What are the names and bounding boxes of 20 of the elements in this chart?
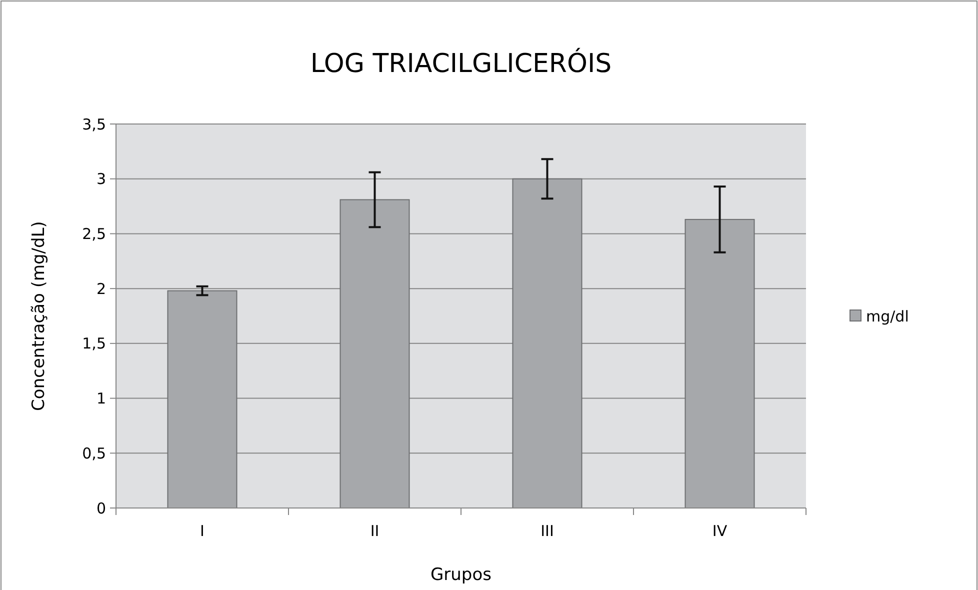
y-tick-label: 1 [96, 390, 106, 408]
y-tick-label: 1,5 [82, 334, 106, 353]
y-axis-title: Concentração (mg/dL) [29, 221, 49, 411]
bar [340, 199, 410, 508]
y-tick-label: 0 [96, 499, 106, 518]
bar [684, 218, 755, 508]
x-tick-label: III [540, 522, 554, 540]
bar [512, 178, 582, 508]
y-tick-label: 3 [96, 170, 106, 188]
chart-title: LOG TRIACILGLICERÓIS [310, 47, 612, 79]
y-tick-label: 0,5 [82, 444, 106, 462]
x-axis-title: Grupos [430, 565, 492, 585]
legend-label: mg/dl [866, 307, 909, 326]
y-tick-label: 3,5 [82, 115, 106, 134]
x-tick-label: IV [712, 522, 728, 540]
y-tick-label: 2 [96, 280, 106, 298]
x-tick-label: I [200, 522, 204, 540]
x-tick-label: II [370, 522, 380, 540]
y-tick-label: 2,5 [82, 224, 106, 243]
bar [167, 290, 238, 508]
